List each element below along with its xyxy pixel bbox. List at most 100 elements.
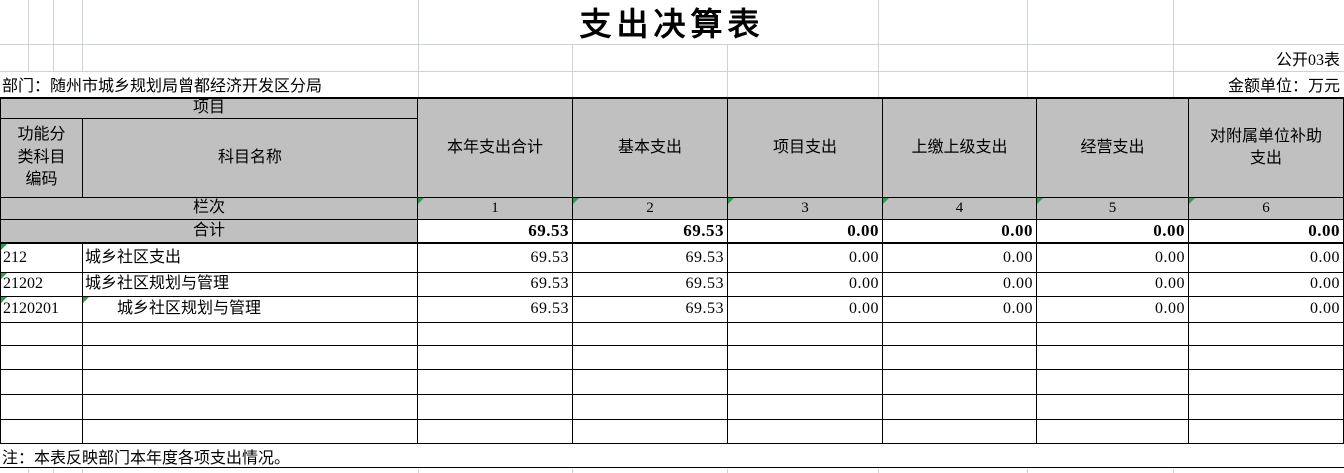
gridline	[53, 469, 54, 473]
empty-cell[interactable]	[728, 370, 883, 395]
empty-cell[interactable]	[1037, 395, 1189, 420]
empty-cell[interactable]	[1037, 420, 1189, 444]
empty-cell[interactable]	[883, 420, 1037, 444]
value-cell[interactable]: 0.00	[1037, 297, 1189, 323]
empty-cell[interactable]	[83, 323, 418, 346]
error-indicator-icon	[728, 198, 734, 204]
col-number: 4	[955, 200, 964, 216]
total-value[interactable]: 69.53	[573, 220, 728, 244]
empty-cell[interactable]	[573, 395, 728, 420]
total-label[interactable]: 合计	[1, 220, 418, 244]
gridline	[1173, 469, 1174, 473]
gridline	[878, 0, 879, 97]
value-cell[interactable]: 69.53	[573, 244, 728, 273]
empty-cell[interactable]	[1, 395, 83, 420]
name-cell[interactable]: 城乡社区规划与管理	[83, 297, 418, 323]
error-indicator-icon	[1, 273, 7, 279]
value-cell[interactable]: 0.00	[883, 273, 1037, 297]
empty-cell[interactable]	[1189, 346, 1344, 370]
empty-cell[interactable]	[418, 323, 573, 346]
value-cell[interactable]: 0.00	[1189, 244, 1344, 273]
value-cell[interactable]: 0.00	[1037, 244, 1189, 273]
empty-cell[interactable]	[83, 370, 418, 395]
col-number-cell[interactable]: 4	[883, 198, 1037, 220]
value-cell[interactable]: 0.00	[1189, 273, 1344, 297]
name-cell[interactable]: 城乡社区支出	[83, 244, 418, 273]
value-cell[interactable]: 0.00	[728, 297, 883, 323]
code-cell[interactable]: 21202	[1, 273, 83, 297]
header-project[interactable]: 项目	[1, 99, 418, 119]
empty-cell[interactable]	[573, 346, 728, 370]
code-text: 212	[3, 248, 27, 266]
empty-cell[interactable]	[83, 346, 418, 370]
gridline	[418, 0, 419, 97]
code-text: 2120201	[3, 300, 59, 318]
empty-cell[interactable]	[1, 420, 83, 444]
name-cell[interactable]: 城乡社区规划与管理	[83, 273, 418, 297]
code-cell[interactable]: 212	[1, 244, 83, 273]
header-col-upper[interactable]: 上缴上级支出	[883, 99, 1037, 198]
header-code[interactable]: 功能分类科目编码	[1, 119, 83, 198]
empty-cell[interactable]	[883, 346, 1037, 370]
empty-cell[interactable]	[1, 370, 83, 395]
value-cell[interactable]: 0.00	[728, 244, 883, 273]
value-cell[interactable]: 69.53	[418, 244, 573, 273]
value-cell[interactable]: 69.53	[418, 297, 573, 323]
empty-cell[interactable]	[728, 346, 883, 370]
gridline	[727, 44, 728, 97]
col-number-cell[interactable]: 2	[573, 198, 728, 220]
col-number-cell[interactable]: 3	[728, 198, 883, 220]
value-cell[interactable]: 69.53	[418, 273, 573, 297]
total-value[interactable]: 69.53	[418, 220, 573, 244]
name-text: 城乡社区规划与管理	[85, 300, 262, 318]
empty-cell[interactable]	[1, 346, 83, 370]
value-cell[interactable]: 0.00	[728, 273, 883, 297]
empty-cell[interactable]	[418, 346, 573, 370]
header-col-project[interactable]: 项目支出	[728, 99, 883, 198]
empty-cell[interactable]	[1, 323, 83, 346]
header-name[interactable]: 科目名称	[83, 119, 418, 198]
empty-cell[interactable]	[728, 395, 883, 420]
empty-cell[interactable]	[883, 323, 1037, 346]
value-cell[interactable]: 69.53	[573, 273, 728, 297]
value-cell[interactable]: 0.00	[883, 244, 1037, 273]
empty-cell[interactable]	[573, 323, 728, 346]
empty-cell[interactable]	[728, 420, 883, 444]
col-number: 6	[1262, 200, 1270, 216]
col-number-cell[interactable]: 5	[1037, 198, 1189, 220]
empty-cell[interactable]	[1189, 395, 1344, 420]
empty-cell[interactable]	[418, 420, 573, 444]
value-cell[interactable]: 0.00	[1189, 297, 1344, 323]
header-col-subsidy[interactable]: 对附属单位补助支出	[1189, 99, 1344, 198]
empty-cell[interactable]	[883, 395, 1037, 420]
empty-cell[interactable]	[728, 323, 883, 346]
value-cell[interactable]: 0.00	[883, 297, 1037, 323]
value-cell[interactable]: 69.53	[573, 297, 728, 323]
empty-cell[interactable]	[1037, 346, 1189, 370]
empty-cell[interactable]	[418, 395, 573, 420]
row-index-label[interactable]: 栏次	[1, 198, 418, 220]
total-value[interactable]: 0.00	[1037, 220, 1189, 244]
empty-cell[interactable]	[83, 395, 418, 420]
header-col-basic[interactable]: 基本支出	[573, 99, 728, 198]
empty-cell[interactable]	[418, 370, 573, 395]
empty-cell[interactable]	[1189, 420, 1344, 444]
value-cell[interactable]: 0.00	[1037, 273, 1189, 297]
col-number-cell[interactable]: 6	[1189, 198, 1344, 220]
empty-cell[interactable]	[573, 420, 728, 444]
header-col-year-total[interactable]: 本年支出合计	[418, 99, 573, 198]
empty-cell[interactable]	[1189, 323, 1344, 346]
header-col-operating[interactable]: 经营支出	[1037, 99, 1189, 198]
code-cell[interactable]: 2120201	[1, 297, 83, 323]
empty-cell[interactable]	[883, 370, 1037, 395]
col-number-cell[interactable]: 1	[418, 198, 573, 220]
total-value[interactable]: 0.00	[883, 220, 1037, 244]
empty-cell[interactable]	[1037, 370, 1189, 395]
gridline	[572, 44, 573, 97]
empty-cell[interactable]	[83, 420, 418, 444]
total-value[interactable]: 0.00	[728, 220, 883, 244]
total-value[interactable]: 0.00	[1189, 220, 1344, 244]
empty-cell[interactable]	[1189, 370, 1344, 395]
empty-cell[interactable]	[1037, 323, 1189, 346]
empty-cell[interactable]	[573, 370, 728, 395]
